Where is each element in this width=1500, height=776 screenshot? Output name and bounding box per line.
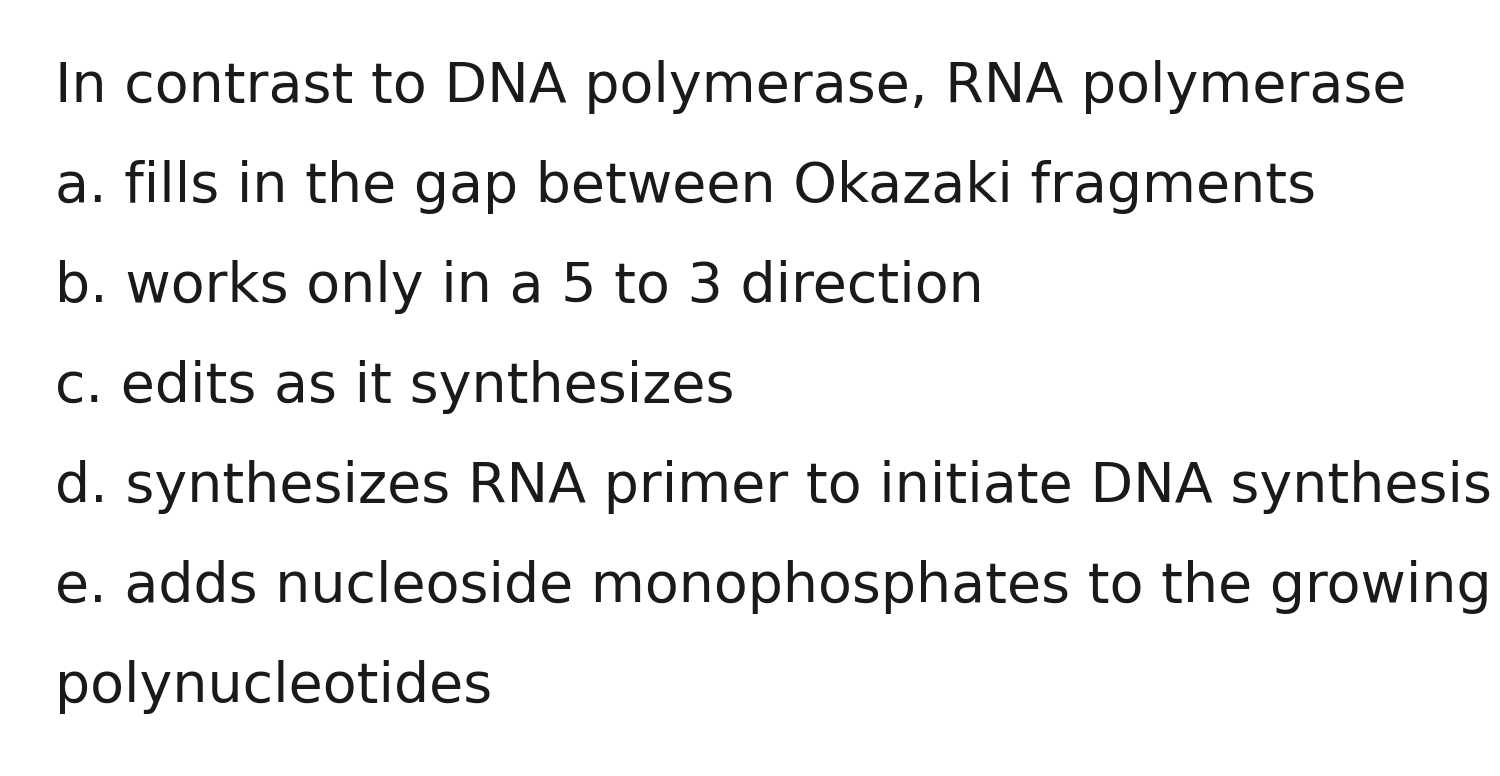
Text: a. fills in the gap between Okazaki fragments: a. fills in the gap between Okazaki frag…	[56, 160, 1316, 214]
Text: d. synthesizes RNA primer to initiate DNA synthesis: d. synthesizes RNA primer to initiate DN…	[56, 460, 1492, 514]
Text: c. edits as it synthesizes: c. edits as it synthesizes	[56, 360, 735, 414]
Text: e. adds nucleoside monophosphates to the growing: e. adds nucleoside monophosphates to the…	[56, 560, 1491, 614]
Text: In contrast to DNA polymerase, RNA polymerase: In contrast to DNA polymerase, RNA polym…	[56, 60, 1407, 114]
Text: b. works only in a 5 to 3 direction: b. works only in a 5 to 3 direction	[56, 260, 984, 314]
Text: polynucleotides: polynucleotides	[56, 660, 492, 714]
